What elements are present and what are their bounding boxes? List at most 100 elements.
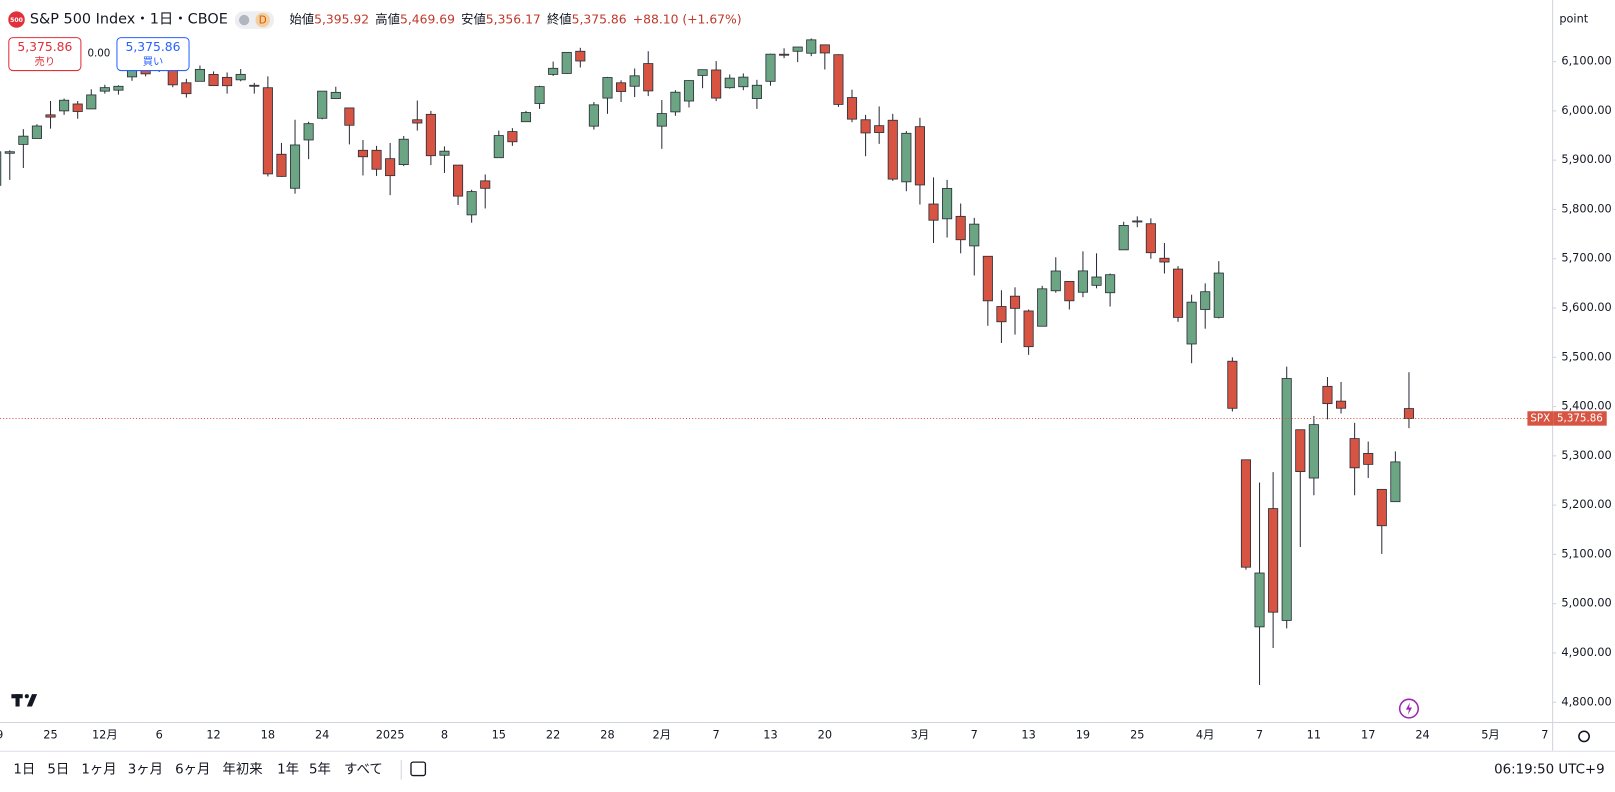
low-label: 安値 [461,11,486,26]
buy-button[interactable] [116,37,190,72]
x-tick-label: 12 [206,727,220,741]
y-tick-label: 5,400.00 [1561,399,1611,413]
calendar-icon[interactable] [410,761,427,777]
y-tick-label: 5,000.00 [1561,596,1611,610]
candle-body [1295,429,1306,473]
candle-body [670,91,681,113]
candle-body [711,69,722,99]
candle-body [235,73,246,81]
candle-body [466,191,477,216]
candle-body [1363,452,1374,465]
candle-body [439,150,450,156]
sell-button[interactable] [8,37,82,72]
x-tick-label: 24 [1415,727,1429,741]
candle-body [181,82,192,95]
candle-body [99,87,110,92]
y-tick-label: 5,900.00 [1561,152,1611,166]
range-buttons: 1日 5日 1ヶ月 3ヶ月 6ヶ月 年初来 1年 5年 すべて [13,761,382,777]
x-tick-label: 7 [1256,727,1263,741]
ohlc-legend: 始値5,395.92 高値5,469.69 安値5,356.17 終値5,375.86… [289,11,741,26]
range-button[interactable]: 1ヶ月 [81,762,116,777]
range-button[interactable]: 1年 [277,761,299,777]
candle-body [643,63,654,92]
x-tick-label: 17 [1361,727,1375,741]
y-tick-label: 4,800.00 [1561,694,1611,708]
candle-body [1077,270,1088,293]
x-tick-label: 5月 [1481,727,1500,741]
candle-body [1118,225,1129,251]
x-tick-label: 2025 [376,727,405,741]
x-tick-label: 13 [1021,727,1035,741]
symbol-tag [1527,411,1554,426]
candle-body [969,223,980,247]
price-tag-label: 5,375.86 [1557,412,1603,424]
candle-body [846,97,858,120]
y-tick-label: 5,800.00 [1561,201,1611,215]
symbol-icon[interactable] [8,11,25,28]
candle-body [819,44,830,54]
candle-body [520,112,532,123]
range-button[interactable]: 5年 [309,761,331,777]
candle-body [561,51,572,74]
high-value: 5,469.69 [400,12,455,26]
buy-label: 買い [143,56,164,68]
candle-body [45,114,56,118]
range-button[interactable]: 6ヶ月 [175,762,210,777]
candle-body [806,39,817,54]
candle-body [724,77,735,89]
y-tick-label: 5,500.00 [1561,349,1611,363]
candle-body [18,135,29,145]
candle-body [1064,280,1075,302]
settings-icon[interactable] [1578,730,1590,743]
candle-body [914,126,925,186]
x-tick-label: 24 [315,727,329,741]
candle-body [222,76,233,87]
change-value: +88.10 (+1.67%) [633,12,742,26]
range-button[interactable]: 5日 [47,762,69,777]
candle-body [31,125,42,139]
candle-body [289,144,301,189]
chart-title[interactable]: S&P 500 Index・1日・CBOE [30,12,228,28]
candle-body [779,53,790,56]
candle-body [1132,220,1143,223]
candle-body [955,215,966,241]
range-button[interactable]: 年初来 [223,761,263,777]
badge-circle [255,12,270,28]
candle-body [1213,272,1224,318]
candle-body [262,87,273,175]
candle-body [330,91,341,99]
range-button[interactable]: すべて [344,761,383,777]
alert-icon[interactable] [1398,698,1420,719]
candle-body [1403,408,1415,419]
candle-body [276,153,287,177]
x-tick-label: 25 [1130,727,1144,741]
y-tick-label: 5,700.00 [1561,251,1611,265]
x-tick-label: 3月 [911,727,930,741]
logo[interactable] [11,694,38,707]
low-value: 5,356.17 [486,12,541,26]
x-tick-label: 19 [0,727,3,741]
x-tick-label: 28 [600,727,614,741]
candle-body [453,164,464,197]
sell-label: 売り [35,55,56,68]
range-button[interactable]: 1日 [13,762,35,777]
candle-body [1159,257,1170,263]
x-tick-label: 20 [818,727,832,741]
candle-body [1200,291,1211,310]
open-value: 5,395.92 [314,12,369,26]
x-tick-label: 6 [156,727,163,741]
candle-body [208,74,219,87]
candle-body [996,306,1007,323]
interval-badge: D [259,15,267,27]
candle-body [1376,488,1387,527]
x-tick-label: 19 [1076,727,1090,741]
y-tick-label: 5,300.00 [1561,448,1611,462]
candle-body [1091,276,1102,286]
scale-unit[interactable]: point [1559,12,1588,26]
range-button[interactable]: 3ヶ月 [128,762,163,777]
x-tick-label: 22 [546,727,560,741]
x-tick-label: 12月 [92,727,118,741]
x-tick-label: 15 [492,727,506,741]
candle-body [792,46,803,52]
